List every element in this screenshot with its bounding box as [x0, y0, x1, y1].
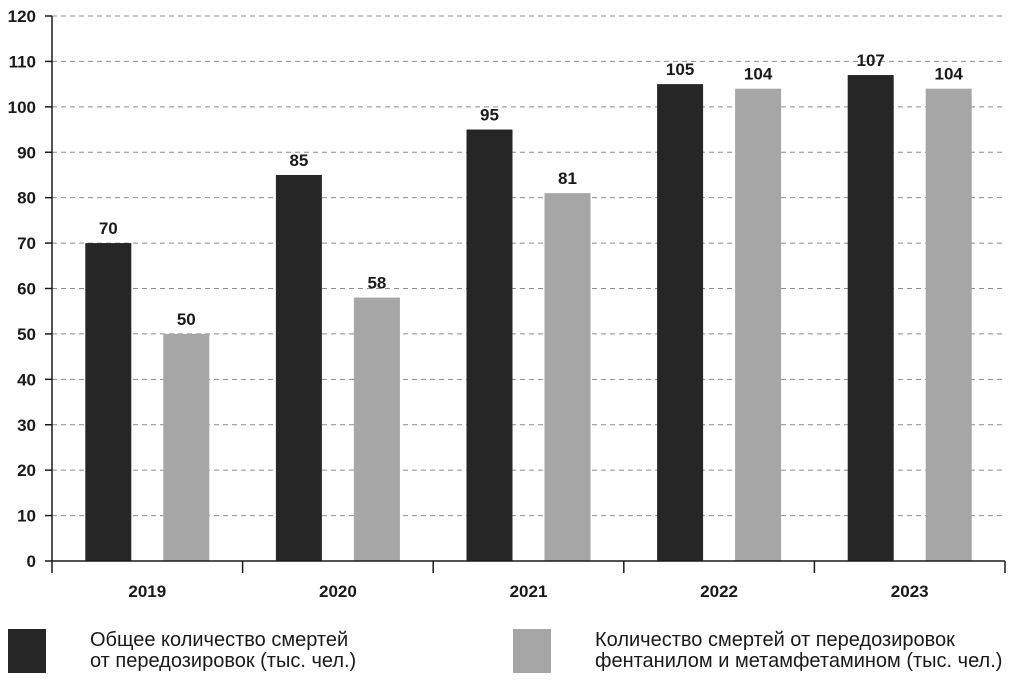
bar-value-label: 104 — [744, 65, 773, 84]
legend-swatch-total — [8, 629, 46, 673]
bars — [85, 75, 972, 562]
legend-label-total: Общее количество смертей от передозирово… — [90, 629, 357, 672]
legend-swatch-fentanyl — [513, 629, 551, 673]
bar-value-label: 107 — [857, 51, 885, 70]
bar — [925, 88, 972, 562]
y-tick-label: 30 — [17, 416, 36, 435]
bar — [466, 129, 513, 561]
y-tick-label: 0 — [27, 552, 36, 571]
bar-value-label: 50 — [177, 310, 196, 329]
bar — [735, 88, 782, 562]
y-tick-label: 90 — [17, 143, 36, 162]
y-axis-ticks: 0 10 20 30 40 50 60 70 80 90 100 110 120 — [8, 7, 52, 571]
bar — [163, 333, 210, 561]
y-tick-label: 40 — [17, 370, 36, 389]
y-tick-label: 20 — [17, 461, 36, 480]
bar — [275, 174, 322, 562]
bar — [657, 84, 704, 561]
bar-value-label: 70 — [99, 219, 118, 238]
bar — [85, 243, 132, 562]
bar-value-label: 58 — [367, 274, 386, 293]
gridlines — [52, 15, 1005, 517]
y-tick-label: 50 — [17, 325, 36, 344]
legend-item-total: Общее количество смертей от передозирово… — [8, 626, 356, 676]
bar-value-label: 85 — [289, 151, 308, 170]
bar — [353, 297, 400, 561]
x-tick-label: 2023 — [891, 582, 929, 601]
y-tick-label: 120 — [8, 7, 36, 26]
y-tick-label: 110 — [9, 52, 36, 71]
bar-value-label: 95 — [480, 106, 499, 125]
x-tick-label: 2022 — [700, 582, 738, 601]
y-tick-label: 70 — [17, 234, 36, 253]
x-tick-label: 2019 — [128, 582, 166, 601]
bar-value-label: 105 — [666, 60, 694, 79]
bar — [544, 193, 591, 561]
y-tick-label: 100 — [8, 98, 36, 117]
legend-label-fentanyl: Количество смертей от передозировок фент… — [595, 629, 1003, 672]
x-tick-label: 2021 — [510, 582, 548, 601]
y-tick-label: 60 — [17, 280, 36, 299]
x-tick-label: 2020 — [319, 582, 357, 601]
bar-value-label: 104 — [935, 65, 964, 84]
y-tick-label: 80 — [17, 189, 36, 208]
bar — [847, 75, 894, 562]
y-tick-label: 10 — [17, 507, 36, 526]
x-axis: 2019 2020 2021 2022 2023 — [51, 16, 1006, 601]
bar-value-label: 81 — [558, 169, 577, 188]
bar-chart: 0 10 20 30 40 50 60 70 80 90 100 110 120 70 50 85 58 95 8… — [8, 7, 1006, 601]
legend-item-fentanyl: Количество смертей от передозировок фент… — [513, 626, 1002, 676]
value-labels: 70 50 85 58 95 81 105 104 107 104 — [99, 51, 964, 329]
